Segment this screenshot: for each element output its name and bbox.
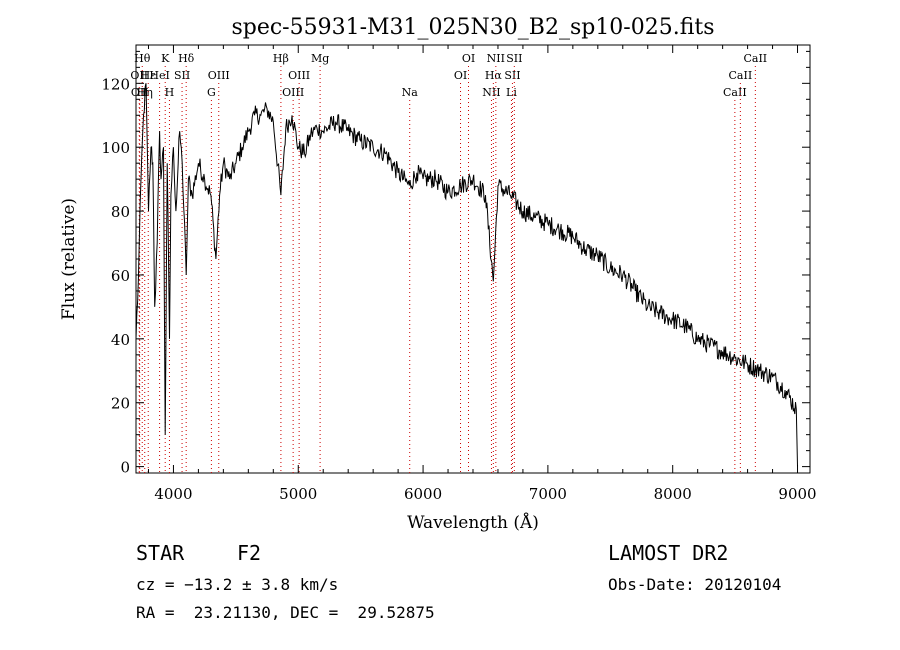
line-marker-label: SII bbox=[504, 69, 520, 82]
object-class: STAR bbox=[136, 541, 185, 565]
x-tick-label: 6000 bbox=[404, 485, 442, 503]
x-tick-label: 9000 bbox=[778, 485, 816, 503]
x-tick-label: 8000 bbox=[654, 485, 692, 503]
line-marker-label: NII bbox=[482, 86, 500, 99]
x-axis-label: Wavelength (Å) bbox=[407, 512, 539, 533]
object-subclass: F2 bbox=[237, 541, 262, 565]
survey-label: LAMOST DR2 bbox=[608, 541, 729, 565]
y-tick-label: 60 bbox=[111, 267, 130, 285]
y-tick-label: 0 bbox=[120, 459, 130, 477]
line-markers: OIIOIIHθHηHεHeIKHSIIHδGOIIIHβOIIIOIIIMgN… bbox=[130, 52, 767, 473]
coordinates-readout: RA = 23.21130, DEC = 29.52875 bbox=[136, 603, 435, 622]
line-marker-label: CaII bbox=[729, 69, 753, 82]
line-marker-label: CaII bbox=[743, 52, 767, 65]
y-axis-ticks: 0 20 40 60 80 100 120 bbox=[101, 50, 810, 477]
line-marker-label: Hθ bbox=[134, 52, 151, 65]
chart-title: spec-55931-M31_025N30_B2_sp10-025.fits bbox=[231, 15, 714, 40]
observation-date: Obs-Date: 20120104 bbox=[608, 575, 782, 594]
y-tick-label: 120 bbox=[101, 75, 130, 93]
line-marker-label: HeI bbox=[149, 69, 169, 82]
x-tick-label: 4000 bbox=[154, 485, 192, 503]
y-tick-label: 20 bbox=[111, 395, 130, 413]
y-tick-label: 100 bbox=[101, 139, 130, 157]
line-marker-label: NII bbox=[487, 52, 505, 65]
line-marker-label: H bbox=[165, 86, 175, 99]
line-marker-label: K bbox=[161, 52, 170, 65]
line-marker-label: SII bbox=[506, 52, 522, 65]
line-marker-label: OI bbox=[462, 52, 475, 65]
plot-frame bbox=[135, 44, 811, 474]
line-marker-label: Mg bbox=[311, 52, 329, 65]
line-marker-label: OIII bbox=[208, 69, 230, 82]
line-marker-label: SII bbox=[174, 69, 190, 82]
line-marker-label: Hβ bbox=[273, 52, 289, 65]
x-axis-ticks: 4000 5000 6000 7000 8000 9000 bbox=[147, 45, 817, 503]
spectrum-line bbox=[135, 83, 798, 467]
line-marker-label: OI bbox=[454, 69, 467, 82]
y-tick-label: 40 bbox=[111, 331, 130, 349]
line-marker-label: OIII bbox=[282, 86, 304, 99]
redshift-readout: cz = −13.2 ± 3.8 km/s bbox=[136, 575, 339, 594]
line-marker-label: Li bbox=[506, 86, 517, 99]
line-marker-label: G bbox=[207, 86, 216, 99]
line-marker-label: Hα bbox=[485, 69, 503, 82]
line-marker-label: OIII bbox=[288, 69, 310, 82]
y-tick-label: 80 bbox=[111, 203, 130, 221]
line-marker-label: Hδ bbox=[178, 52, 195, 65]
line-marker-label: Hε bbox=[141, 69, 157, 82]
line-marker-label: OII bbox=[130, 69, 148, 82]
y-axis-label: Flux (relative) bbox=[59, 198, 79, 320]
line-marker-label: OII bbox=[131, 86, 149, 99]
x-tick-label: 7000 bbox=[529, 485, 567, 503]
x-tick-label: 5000 bbox=[279, 485, 317, 503]
line-marker-label: CaII bbox=[723, 86, 747, 99]
line-marker-label: Na bbox=[402, 86, 419, 99]
